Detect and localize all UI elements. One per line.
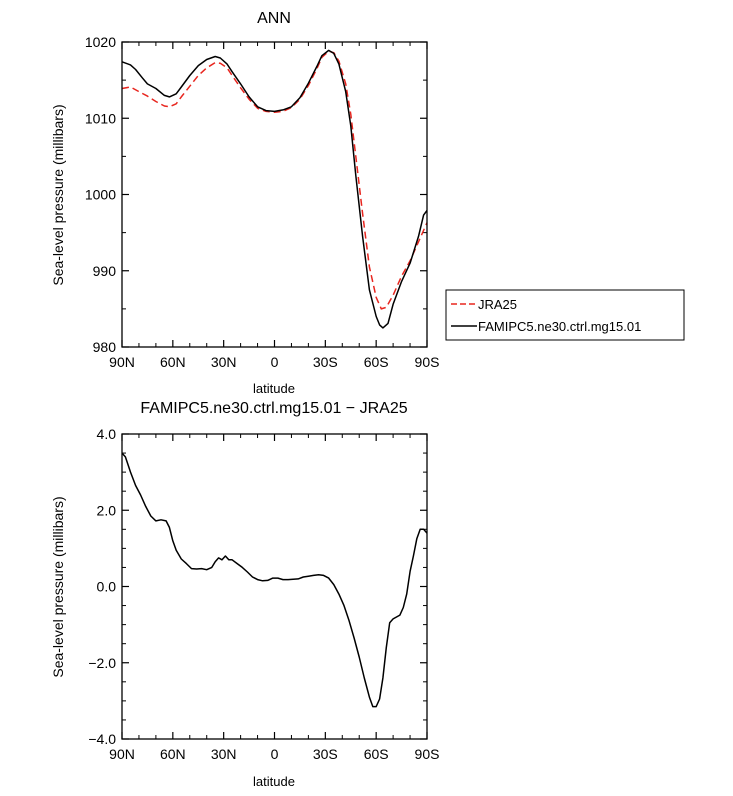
y-tick-label: 0.0	[97, 579, 117, 595]
panel2-series	[121, 452, 428, 708]
y-tick-label: 1010	[85, 110, 116, 126]
x-tick-label: 30S	[313, 746, 338, 762]
x-tick-label: 60N	[160, 354, 186, 370]
y-tick-label: 2.0	[97, 502, 117, 518]
series-line-famipc5-ne30-ctrl-mg15-01	[121, 49, 428, 329]
panel1-xlabel: latitude	[253, 381, 295, 396]
x-tick-label: 0	[271, 746, 279, 762]
series-line-jra25	[121, 50, 428, 310]
x-tick-label: 60S	[364, 746, 389, 762]
legend-label-famipc5: FAMIPC5.ne30.ctrl.mg15.01	[478, 319, 641, 334]
x-tick-label: 30N	[211, 746, 237, 762]
x-tick-label: 30N	[211, 354, 237, 370]
x-tick-label: 60S	[364, 354, 389, 370]
panel1-series	[121, 49, 428, 329]
y-tick-label: −4.0	[88, 731, 116, 747]
panel2-ylabel: Sea-level pressure (millibars)	[50, 496, 66, 677]
y-tick-label: 980	[93, 339, 117, 355]
panel1-title: ANN	[257, 10, 291, 27]
x-tick-label: 60N	[160, 746, 186, 762]
y-tick-label: 990	[93, 263, 117, 279]
x-tick-label: 90S	[415, 746, 440, 762]
panel2-xlabel: latitude	[253, 774, 295, 789]
panel2-plot-frame	[121, 433, 428, 740]
x-tick-label: 90S	[415, 354, 440, 370]
series-line-difference	[121, 452, 428, 708]
x-tick-label: 90N	[109, 746, 135, 762]
legend-box	[445, 289, 685, 341]
panel1-plot-frame	[121, 41, 428, 348]
panel2-title: FAMIPC5.ne30.ctrl.mg15.01 − JRA25	[140, 400, 407, 417]
panel-difference: FAMIPC5.ne30.ctrl.mg15.01 − JRA25 90N 60N…	[50, 400, 439, 789]
panel1-ticks: 90N 60N 30N 0 30S 60S 90S 980 990 1000 1010 1020	[85, 34, 440, 370]
panel1-ylabel: Sea-level pressure (millibars)	[50, 104, 66, 285]
panel1-legend: JRA25 FAMIPC5.ne30.ctrl.mg15.01	[445, 289, 685, 341]
y-tick-label: 1020	[85, 34, 116, 50]
panel-ann: ANN 90N 60N 30N 0 30S 60S 90S 980 990 1000 1010 102…	[50, 10, 685, 396]
x-tick-label: 30S	[313, 354, 338, 370]
y-tick-label: 4.0	[97, 426, 117, 442]
legend-label-jra25: JRA25	[478, 297, 517, 312]
y-tick-label: 1000	[85, 187, 116, 203]
y-tick-label: −2.0	[88, 655, 116, 671]
x-tick-label: 90N	[109, 354, 135, 370]
panel2-ticks: 90N 60N 30N 0 30S 60S 90S −4.0 −2.0 0.0 2.0 4.0	[88, 426, 439, 762]
x-tick-label: 0	[271, 354, 279, 370]
